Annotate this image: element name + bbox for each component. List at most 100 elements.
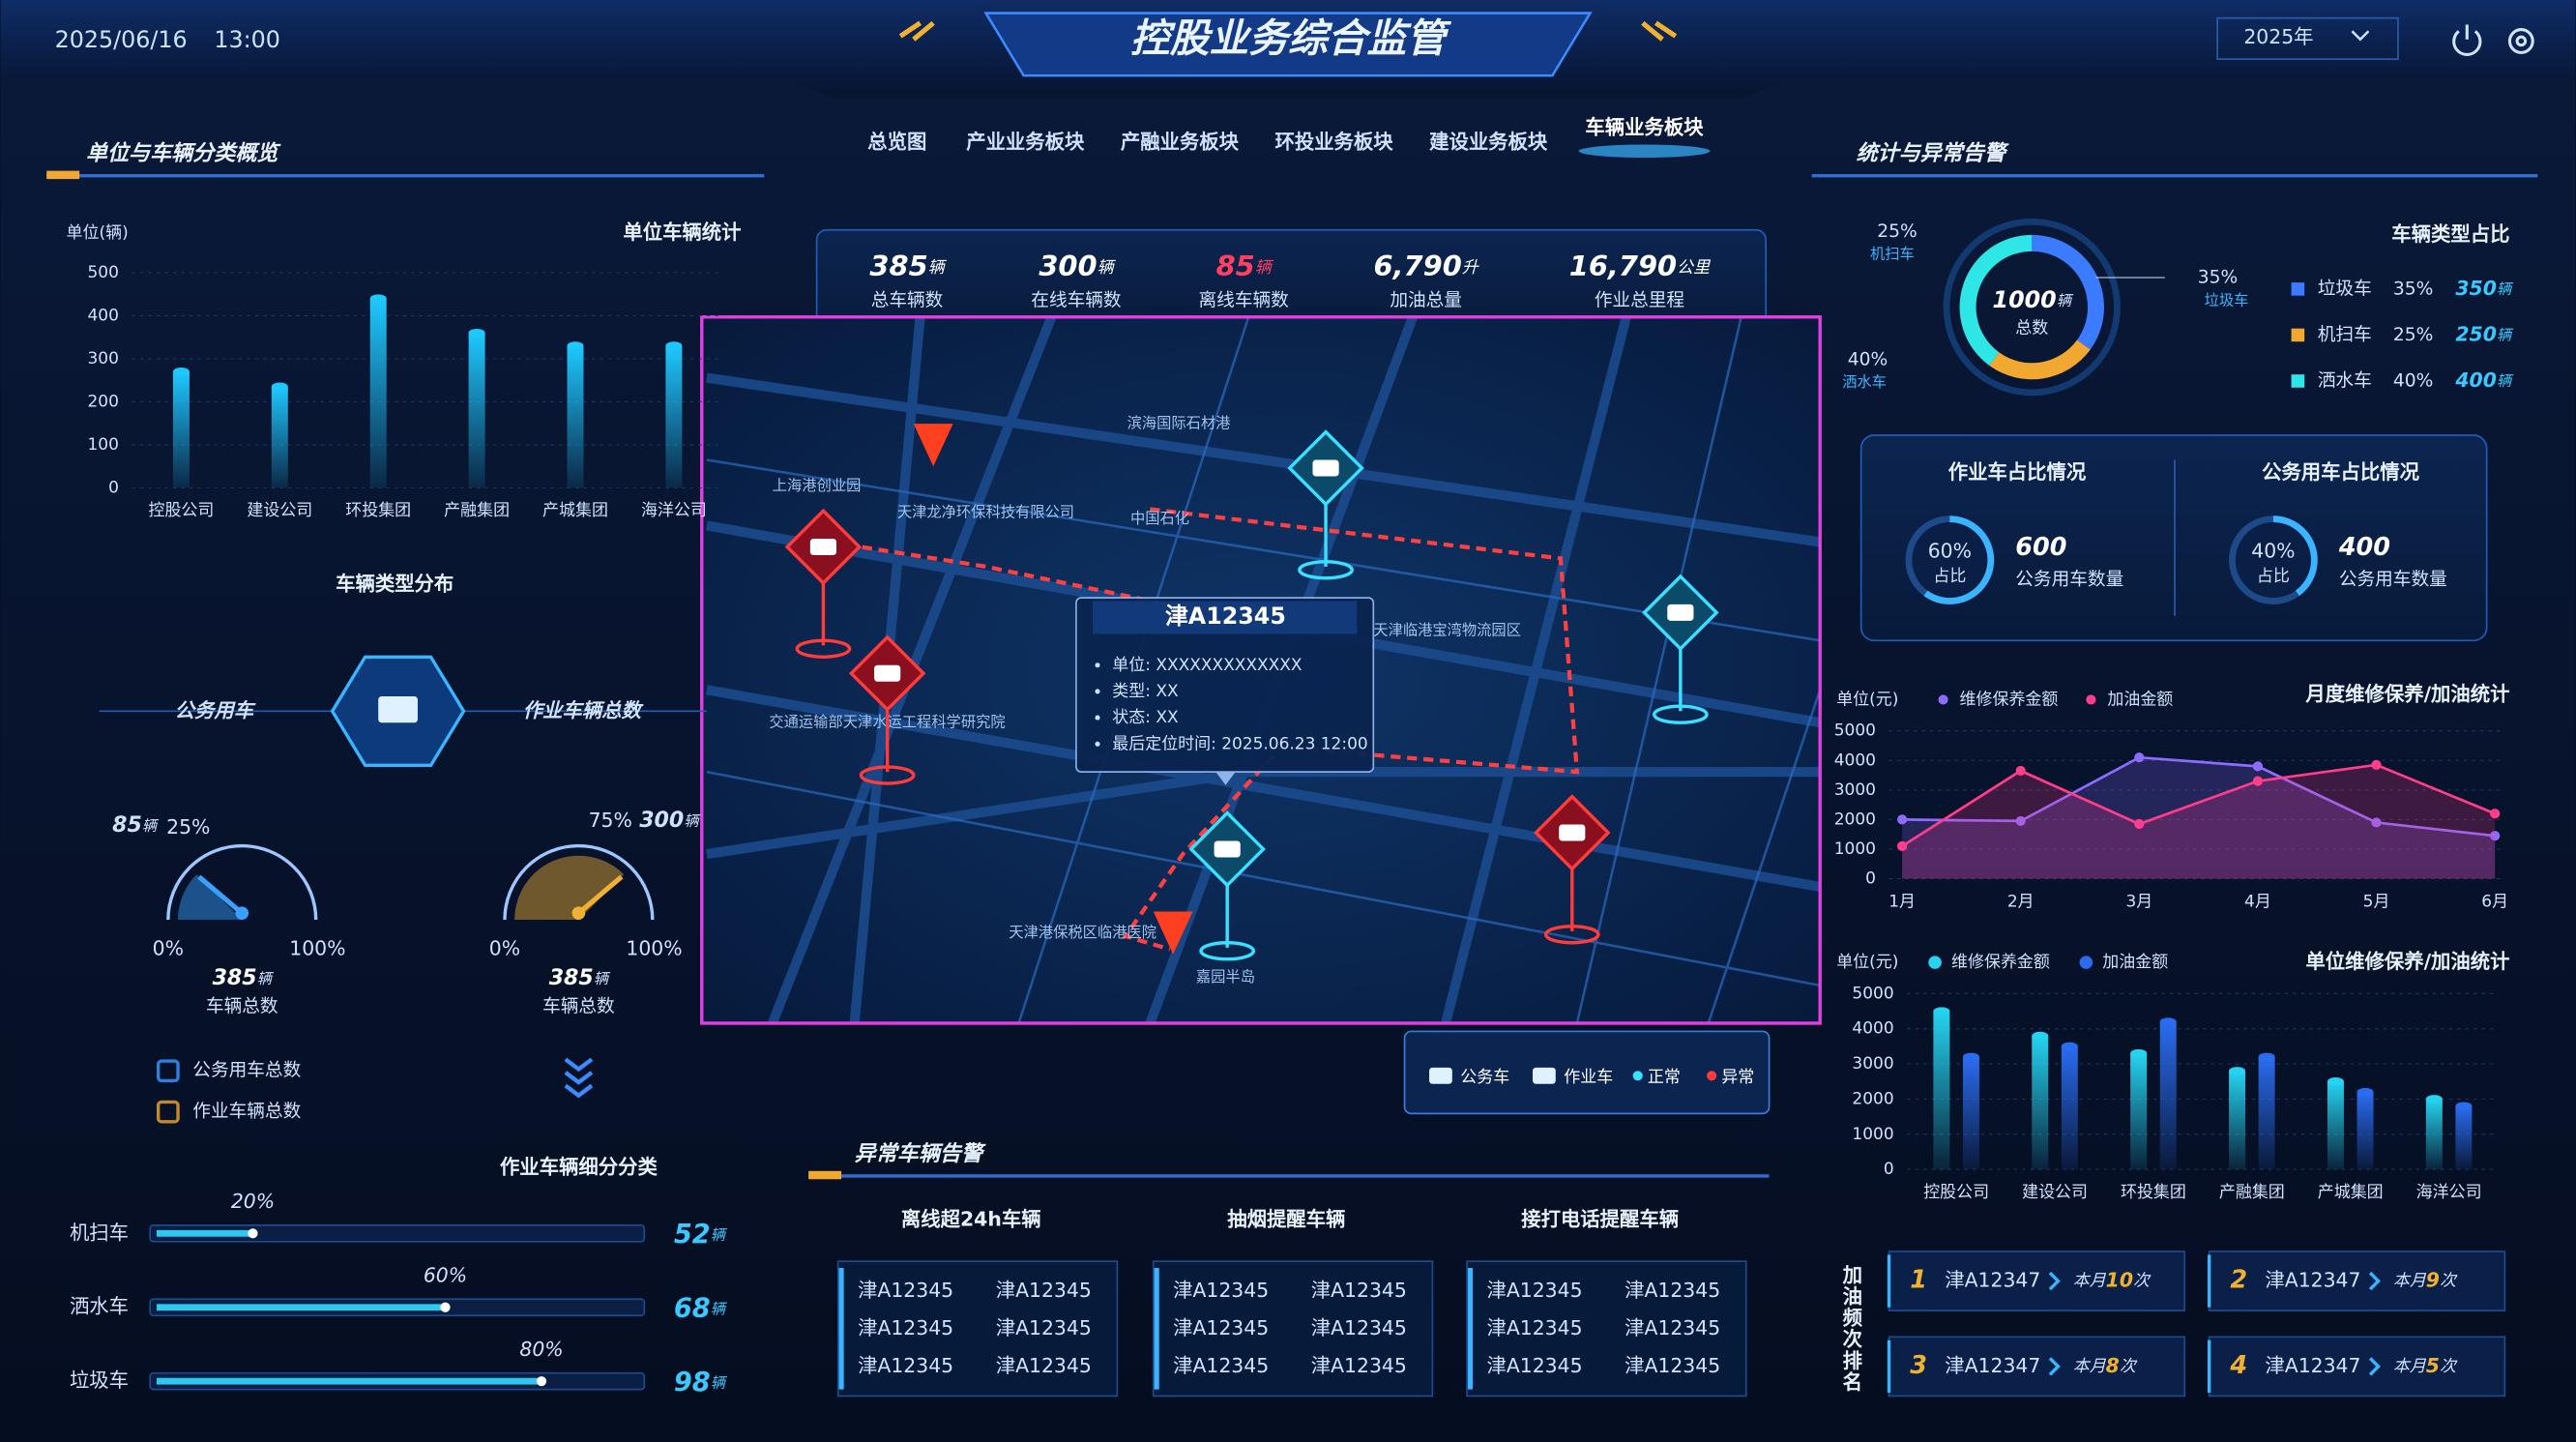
y-tick-label: 1000: [1834, 839, 1876, 859]
plate[interactable]: 津A12345: [1311, 1316, 1407, 1339]
plate[interactable]: 津A12345: [858, 1316, 953, 1339]
y-tick-label: 3000: [1852, 1054, 1893, 1074]
ratio-percent: 60%: [1928, 540, 1972, 563]
plate[interactable]: 津A12345: [1486, 1316, 1582, 1339]
plate[interactable]: 津A12345: [1173, 1279, 1269, 1302]
nav-tab[interactable]: 车辆业务板块: [1585, 115, 1704, 138]
distribution-label: 公务用车: [175, 698, 256, 721]
legend-label: 作业车辆总数: [192, 1102, 301, 1122]
nav-tab[interactable]: 环投业务板块: [1274, 131, 1393, 154]
vehicle-marker-icon: [1667, 603, 1694, 621]
rank-plate: 津A12347: [1945, 1354, 2040, 1377]
distribution-label: 作业车辆总数: [523, 698, 645, 721]
chart-title: 月度维修保养/加油统计: [2304, 682, 2509, 705]
text-part: 辆: [594, 970, 611, 987]
plate[interactable]: 津A12345: [1625, 1354, 1720, 1377]
chart-title: 单位车辆统计: [623, 221, 741, 244]
stat-value: 385辆: [869, 250, 947, 282]
x-tick-label: 1月: [1888, 892, 1916, 911]
x-tick-label: 海洋公司: [641, 501, 707, 520]
text-part: 85: [112, 813, 142, 838]
ratio-ring: [1923, 515, 1995, 604]
nav-tab[interactable]: 产业业务板块: [966, 131, 1085, 154]
title-accent: [808, 1170, 842, 1180]
section-title: 作业车辆细分分类: [500, 1155, 659, 1178]
dropdown-arrow[interactable]: [2351, 30, 2370, 42]
donut-segment: [2032, 234, 2104, 350]
settings-icon[interactable]: [2507, 28, 2534, 54]
gauge-fill: [178, 874, 243, 920]
legend-percent: 35%: [2393, 279, 2433, 299]
gauge-min: 0%: [153, 937, 184, 960]
plate[interactable]: 津A12345: [1625, 1316, 1720, 1339]
bar: [271, 386, 288, 488]
text-part: 辆: [1098, 258, 1117, 278]
gauge-needle: [576, 874, 624, 916]
plate[interactable]: 津A12345: [1173, 1316, 1269, 1339]
text-part: 本月: [2393, 1357, 2427, 1376]
stat-label: 离线车辆数: [1199, 290, 1290, 310]
text-part: 300: [1039, 250, 1097, 282]
bar-cap: [369, 294, 387, 303]
donut-segment: [1989, 339, 2091, 380]
plate[interactable]: 津A12345: [996, 1354, 1092, 1377]
year-select[interactable]: [2216, 16, 2399, 60]
legend-icon: [1429, 1067, 1452, 1084]
alert-marker: [1153, 911, 1193, 955]
year-select[interactable]: 2025年: [2243, 25, 2313, 48]
plate[interactable]: 津A12345: [1486, 1354, 1582, 1377]
nav-tab[interactable]: 产融业务板块: [1121, 131, 1240, 154]
gauge-count: 85辆: [112, 813, 160, 838]
gauge-percent: 25%: [166, 815, 210, 839]
y-tick-label: 0: [1865, 869, 1876, 889]
line: [1902, 755, 2496, 838]
plate[interactable]: 津A12345: [996, 1316, 1092, 1339]
legend-swatch: [2291, 328, 2305, 342]
selection-frame: [700, 315, 1822, 1025]
plate[interactable]: 津A12345: [858, 1279, 953, 1302]
y-tick-label: 5000: [1852, 984, 1893, 1003]
progress-knob: [536, 1376, 547, 1387]
bar: [2356, 1092, 2374, 1170]
text-part: 16,790: [1569, 250, 1677, 282]
alert-box: [1466, 1260, 1747, 1398]
plate[interactable]: 津A12345: [1486, 1279, 1582, 1302]
text-part: 次: [2120, 1357, 2138, 1376]
bar-cap: [2455, 1102, 2473, 1110]
bar-cap: [468, 328, 485, 338]
ratio-count-caption: 公务用车数量: [2339, 570, 2447, 590]
progress-track: [149, 1223, 646, 1243]
y-tick-label: 400: [88, 306, 119, 325]
map-place: 滨海国际石材港: [1127, 415, 1231, 432]
plate[interactable]: 津A12345: [1311, 1354, 1407, 1377]
legend-dot: [1707, 1071, 1717, 1081]
rank-count: 本月8次: [2073, 1354, 2138, 1377]
bar-cap: [2061, 1042, 2078, 1051]
donut-total: 1000辆: [1993, 285, 2074, 312]
plate[interactable]: 津A12345: [858, 1354, 953, 1377]
alert-group-title: 抽烟提醒车辆: [1227, 1208, 1345, 1231]
nav-tab[interactable]: 总览图: [867, 131, 926, 154]
rank-arrow: [2368, 1357, 2381, 1376]
x-tick-label: 6月: [2481, 892, 2508, 911]
text-part: 辆: [1255, 258, 1274, 278]
bar: [2258, 1056, 2275, 1170]
nav-tab[interactable]: 建设业务板块: [1429, 131, 1548, 154]
x-tick-label: 产城集团: [2318, 1183, 2384, 1202]
stat-label: 总车辆数: [871, 290, 944, 310]
plate[interactable]: 津A12345: [1311, 1279, 1407, 1302]
bar-cap: [2032, 1031, 2049, 1041]
power-icon[interactable]: [2452, 24, 2482, 56]
plate[interactable]: 津A12345: [1173, 1354, 1269, 1377]
plate[interactable]: 津A12345: [1625, 1279, 1720, 1302]
pie-label: 垃圾车: [2205, 291, 2249, 309]
plate[interactable]: 津A12345: [996, 1279, 1092, 1302]
y-tick-label: 1000: [1852, 1125, 1893, 1144]
area: [1902, 757, 2496, 879]
text-part: 辆: [142, 817, 160, 835]
title-plate: [983, 12, 1593, 77]
gauge-track: [166, 843, 318, 920]
point: [1897, 814, 1908, 825]
legend-label: 公务用车总数: [192, 1061, 301, 1081]
popup-line: 最后定位时间: 2025.06.23 12:00: [1112, 734, 1367, 753]
